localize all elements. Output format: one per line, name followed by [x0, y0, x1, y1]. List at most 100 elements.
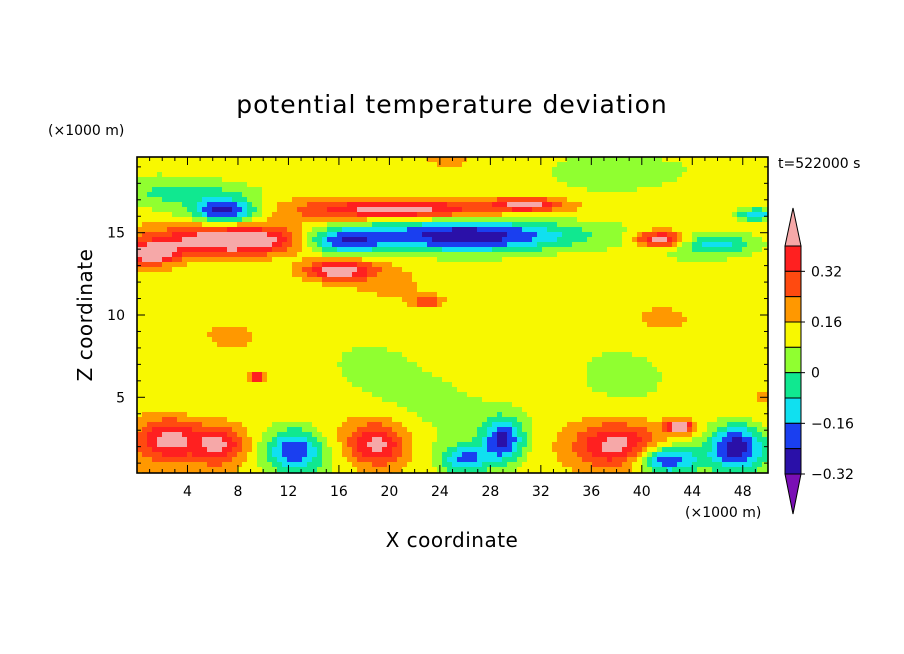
- contour-cell: [747, 247, 753, 253]
- contour-cell: [267, 347, 273, 353]
- contour-cell: [322, 227, 328, 233]
- contour-cell: [322, 172, 328, 178]
- contour-cell: [657, 307, 663, 313]
- contour-cell: [297, 187, 303, 193]
- contour-cell: [702, 337, 708, 343]
- contour-cell: [682, 242, 688, 248]
- contour-cell: [237, 307, 243, 313]
- contour-cell: [302, 182, 308, 188]
- contour-cell: [227, 332, 233, 338]
- contour-cell: [587, 277, 593, 283]
- contour-cell: [262, 322, 268, 328]
- contour-cell: [677, 237, 683, 243]
- contour-cell: [597, 202, 603, 208]
- contour-cell: [427, 262, 433, 268]
- contour-cell: [732, 192, 738, 198]
- contour-cell: [642, 227, 648, 233]
- contour-cell: [377, 347, 383, 353]
- contour-cell: [257, 197, 263, 203]
- contour-cell: [497, 222, 503, 228]
- contour-cell: [197, 222, 203, 228]
- contour-cell: [597, 212, 603, 218]
- contour-cell: [457, 242, 463, 248]
- contour-cell: [502, 212, 508, 218]
- contour-cell: [262, 252, 268, 258]
- contour-cell: [382, 297, 388, 303]
- contour-cell: [717, 182, 723, 188]
- contour-cell: [342, 187, 348, 193]
- contour-cell: [512, 242, 518, 248]
- contour-cell: [347, 182, 353, 188]
- contour-cell: [632, 242, 638, 248]
- contour-cell: [607, 182, 613, 188]
- contour-cell: [267, 172, 273, 178]
- contour-cell: [312, 282, 318, 288]
- contour-cell: [662, 217, 668, 223]
- contour-cell: [382, 232, 388, 238]
- contour-cell: [162, 162, 168, 168]
- contour-cell: [402, 182, 408, 188]
- contour-cell: [207, 177, 213, 183]
- contour-cell: [437, 172, 443, 178]
- contour-cell: [147, 317, 153, 323]
- contour-cell: [282, 177, 288, 183]
- contour-cell: [587, 317, 593, 323]
- contour-cell: [752, 227, 758, 233]
- contour-cell: [572, 297, 578, 303]
- contour-cell: [722, 272, 728, 278]
- contour-cell: [502, 307, 508, 313]
- contour-cell: [567, 327, 573, 333]
- contour-cell: [567, 207, 573, 213]
- contour-cell: [367, 312, 373, 318]
- contour-cell: [637, 222, 643, 228]
- contour-cell: [407, 302, 413, 308]
- contour-cell: [382, 262, 388, 268]
- contour-cell: [412, 162, 418, 168]
- contour-cell: [592, 182, 598, 188]
- contour-cell: [197, 197, 203, 203]
- contour-cell: [167, 307, 173, 313]
- contour-cell: [332, 352, 338, 358]
- contour-cell: [612, 282, 618, 288]
- contour-cell: [497, 347, 503, 353]
- contour-cell: [642, 287, 648, 293]
- contour-cell: [657, 297, 663, 303]
- contour-cell: [482, 337, 488, 343]
- contour-cell: [622, 287, 628, 293]
- contour-cell: [197, 282, 203, 288]
- contour-cell: [522, 222, 528, 228]
- contour-cell: [142, 247, 148, 253]
- contour-cell: [672, 332, 678, 338]
- contour-cell: [622, 162, 628, 168]
- contour-cell: [572, 157, 578, 163]
- contour-cell: [302, 162, 308, 168]
- contour-cell: [607, 222, 613, 228]
- contour-cell: [522, 312, 528, 318]
- contour-cell: [427, 187, 433, 193]
- contour-cell: [732, 327, 738, 333]
- contour-cell: [292, 182, 298, 188]
- contour-cell: [697, 172, 703, 178]
- contour-cell: [217, 347, 223, 353]
- contour-cell: [672, 337, 678, 343]
- contour-cell: [387, 347, 393, 353]
- contour-cell: [637, 312, 643, 318]
- contour-cell: [312, 252, 318, 258]
- contour-cell: [437, 292, 443, 298]
- contour-cell: [382, 332, 388, 338]
- contour-cell: [542, 187, 548, 193]
- contour-cell: [542, 242, 548, 248]
- contour-cell: [287, 277, 293, 283]
- contour-cell: [757, 312, 763, 318]
- contour-cell: [697, 162, 703, 168]
- contour-cell: [762, 277, 768, 283]
- contour-cell: [762, 237, 768, 243]
- contour-cell: [137, 222, 143, 228]
- contour-cell: [612, 262, 618, 268]
- contour-cell: [202, 222, 208, 228]
- contour-cell: [287, 337, 293, 343]
- contour-cell: [317, 227, 323, 233]
- contour-cell: [547, 212, 553, 218]
- contour-cell: [352, 327, 358, 333]
- contour-cell: [557, 257, 563, 263]
